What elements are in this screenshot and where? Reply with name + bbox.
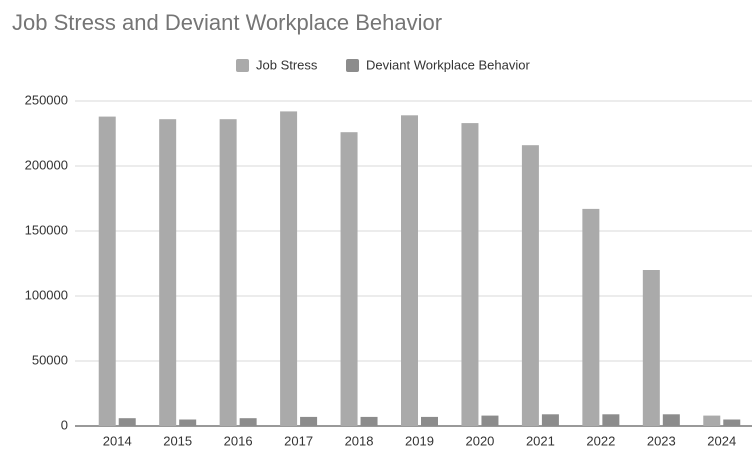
bar xyxy=(461,123,479,426)
x-tick-label: 2017 xyxy=(284,433,313,448)
bar xyxy=(401,115,418,427)
x-tick-label: 2015 xyxy=(163,433,192,448)
bar xyxy=(280,111,298,427)
x-tick-label: 2021 xyxy=(526,433,555,448)
x-tick-label: 2024 xyxy=(707,433,736,448)
bar xyxy=(219,119,237,426)
bar xyxy=(360,416,378,426)
bar xyxy=(118,418,136,426)
y-tick-label: 100000 xyxy=(25,287,68,302)
legend-label: Deviant Workplace Behavior xyxy=(366,57,530,72)
bar xyxy=(239,418,257,426)
bar xyxy=(340,132,358,426)
x-tick-label: 2020 xyxy=(465,433,494,448)
bar xyxy=(582,208,600,426)
bar xyxy=(541,414,559,426)
bar xyxy=(723,419,741,426)
y-tick-label: 0 xyxy=(61,417,68,432)
x-tick-label: 2018 xyxy=(345,433,374,448)
y-tick-label: 150000 xyxy=(25,222,68,237)
chart-title: Job Stress and Deviant Workplace Behavio… xyxy=(12,10,442,35)
x-tick-label: 2016 xyxy=(224,433,253,448)
bar xyxy=(521,145,539,426)
bar xyxy=(703,415,721,426)
x-tick-label: 2014 xyxy=(103,433,132,448)
bar xyxy=(159,119,177,426)
y-tick-label: 50000 xyxy=(32,352,68,367)
bar xyxy=(662,414,680,426)
bar xyxy=(421,416,438,426)
x-tick-label: 2022 xyxy=(586,433,615,448)
y-tick-label: 200000 xyxy=(25,157,68,172)
legend-swatch xyxy=(236,59,249,72)
bar xyxy=(481,415,499,426)
x-tick-label: 2019 xyxy=(405,433,434,448)
x-tick-label: 2023 xyxy=(647,433,676,448)
bar xyxy=(98,116,116,426)
bar xyxy=(179,419,197,426)
y-tick-label: 250000 xyxy=(25,92,68,107)
legend-label: Job Stress xyxy=(256,57,318,72)
bar xyxy=(602,414,620,426)
bar xyxy=(642,270,660,426)
legend-swatch xyxy=(346,59,359,72)
bar xyxy=(300,416,318,426)
